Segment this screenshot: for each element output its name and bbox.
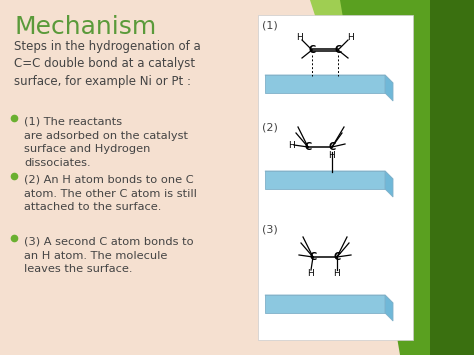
Polygon shape (310, 0, 474, 295)
Polygon shape (385, 75, 393, 101)
Polygon shape (385, 295, 393, 321)
Polygon shape (265, 295, 385, 313)
Polygon shape (265, 171, 393, 179)
Text: Steps in the hydrogenation of a
C=C double bond at a catalyst
surface, for examp: Steps in the hydrogenation of a C=C doub… (14, 40, 201, 88)
Polygon shape (265, 295, 393, 303)
Text: Mechanism: Mechanism (14, 15, 156, 39)
Text: (3): (3) (262, 224, 278, 234)
Text: C: C (310, 252, 317, 262)
Text: H: H (297, 33, 303, 43)
Text: (2) An H atom bonds to one C
atom. The other C atom is still
attached to the sur: (2) An H atom bonds to one C atom. The o… (24, 175, 197, 212)
Text: C: C (304, 142, 311, 152)
Text: (3) A second C atom bonds to
an H atom. The molecule
leaves the surface.: (3) A second C atom bonds to an H atom. … (24, 237, 193, 274)
Text: (1) The reactants
are adsorbed on the catalyst
surface and Hydrogen
dissociates.: (1) The reactants are adsorbed on the ca… (24, 117, 188, 168)
Text: H: H (308, 269, 314, 279)
Text: (1): (1) (262, 20, 278, 30)
Polygon shape (265, 75, 385, 93)
Polygon shape (430, 0, 474, 355)
Polygon shape (340, 0, 474, 355)
Text: H: H (289, 142, 295, 151)
Text: C: C (309, 45, 316, 55)
Polygon shape (385, 171, 393, 197)
Text: (2): (2) (262, 123, 278, 133)
Polygon shape (265, 171, 385, 189)
Polygon shape (265, 75, 393, 83)
Text: C: C (334, 45, 342, 55)
Text: H: H (328, 151, 336, 159)
Text: C: C (333, 252, 341, 262)
Text: C: C (328, 142, 336, 152)
Polygon shape (350, 0, 474, 205)
Bar (258, 15, 413, 340)
Text: H: H (334, 269, 340, 279)
Text: H: H (347, 33, 355, 43)
